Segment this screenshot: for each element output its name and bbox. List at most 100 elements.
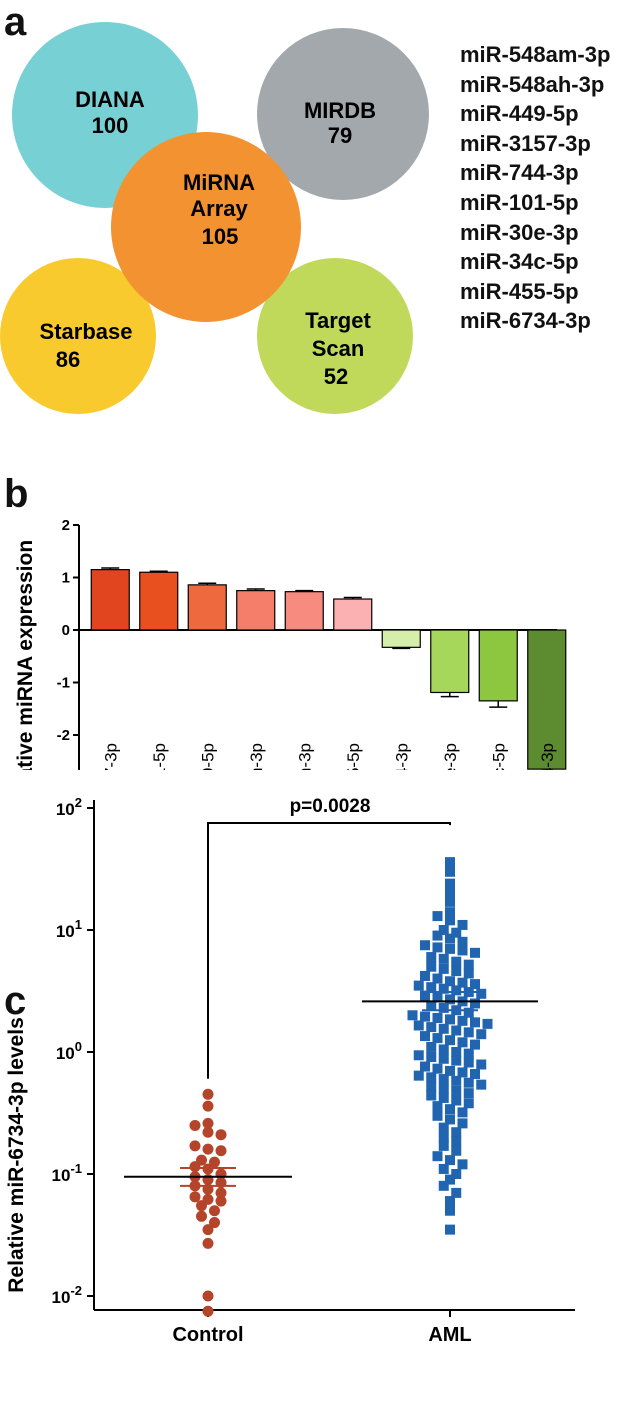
mirna-list-item: miR-6734-3p <box>460 308 591 334</box>
circle-diana-value: 100 <box>92 113 129 138</box>
aml-point <box>413 1020 424 1031</box>
y-tick-label: 100 <box>56 1039 82 1063</box>
mirna-list-item: miR-3157-3p <box>460 130 591 156</box>
bar <box>381 629 421 648</box>
aml-point <box>451 1169 462 1179</box>
aml-point <box>463 1027 474 1038</box>
aml-point <box>445 1014 455 1025</box>
control-point <box>209 1205 220 1217</box>
x-tick-label: miR-744-3p <box>392 743 411 770</box>
aml-point <box>451 1055 462 1066</box>
aml-point <box>470 947 480 958</box>
bar <box>527 629 567 770</box>
control-point <box>202 1237 214 1249</box>
aml-point <box>438 1074 449 1085</box>
aml-point <box>445 976 455 987</box>
aml-point <box>470 1069 480 1080</box>
circle-mirdb: MIRDB 79 <box>257 28 429 200</box>
aml-point <box>463 1007 474 1018</box>
x-tick-label: miR-101-5p <box>150 743 169 770</box>
control-point <box>189 1119 201 1131</box>
aml-point <box>420 1011 430 1022</box>
control-point <box>189 1140 201 1152</box>
aml-point <box>438 1023 449 1034</box>
scatter-chart-points <box>124 857 538 1317</box>
aml-point <box>470 979 480 990</box>
bar-chart-ylabel: Relative miRNA expression <box>14 540 37 770</box>
aml-point <box>426 952 437 963</box>
control-point <box>215 1195 227 1207</box>
aml-point <box>432 1033 443 1044</box>
aml-point <box>438 1092 449 1103</box>
aml-point <box>432 973 443 984</box>
aml-point <box>451 1095 462 1106</box>
aml-point <box>426 1051 437 1062</box>
control-point <box>215 1129 227 1141</box>
scatter-chart-ylabel: Relative miR-6734-3p levels <box>5 1017 28 1292</box>
aml-point <box>438 1122 449 1133</box>
aml-point <box>445 866 455 877</box>
panel-label-b: b <box>4 472 29 516</box>
aml-point <box>445 1114 455 1125</box>
x-tick-label: Control <box>172 1324 243 1346</box>
y-tick-label: 10-2 <box>52 1283 82 1307</box>
circle-targetscan: Target Scan 52 <box>257 258 413 414</box>
aml-point <box>432 1012 443 1023</box>
aml-point <box>426 961 437 972</box>
aml-point <box>470 1017 480 1028</box>
aml-point <box>432 992 443 1003</box>
x-tick-label: miR-449-5p <box>198 743 217 770</box>
aml-point <box>445 907 455 918</box>
aml-point <box>426 1081 437 1092</box>
aml-point <box>426 1090 437 1101</box>
mirna-list-item: miR-548ah-3p <box>460 71 605 97</box>
circle-targetscan-label-2: Scan <box>312 336 365 361</box>
mirna-list: miR-548am-3p miR-548ah-3p miR-449-5p miR… <box>460 40 610 336</box>
control-point <box>202 1117 214 1129</box>
circle-mirna-array-shape <box>111 132 301 322</box>
aml-point <box>476 988 487 999</box>
aml-point <box>445 1104 455 1115</box>
aml-point <box>463 1057 474 1068</box>
x-tick-label: miR-455-5p <box>344 743 363 770</box>
aml-point <box>438 983 449 994</box>
aml-point <box>438 1002 449 1013</box>
aml-point <box>463 1098 474 1109</box>
aml-point <box>413 1070 424 1081</box>
aml-point <box>445 888 455 899</box>
y-tick-label: 101 <box>56 917 82 941</box>
control-point <box>215 1145 227 1157</box>
bar <box>90 569 130 631</box>
bar <box>284 591 324 631</box>
control-point <box>196 1210 207 1222</box>
y-tick-label: 0 <box>62 622 70 639</box>
aml-point <box>420 1061 430 1072</box>
aml-point <box>451 1025 462 1036</box>
aml-point <box>420 1031 430 1042</box>
aml-point <box>432 942 443 953</box>
aml-point <box>445 915 455 926</box>
aml-point <box>432 1063 443 1074</box>
aml-point <box>445 878 455 889</box>
aml-point <box>457 945 468 956</box>
x-tick-label: miR-6734-3p <box>538 743 557 770</box>
control-point <box>189 1161 201 1173</box>
control-point <box>196 1200 207 1212</box>
aml-point <box>457 1015 468 1026</box>
aml-point <box>426 1022 437 1033</box>
aml-point <box>438 1083 449 1094</box>
aml-point <box>451 985 462 996</box>
aml-point <box>438 925 449 935</box>
mirna-list-item: miR-449-5p <box>460 101 579 127</box>
aml-point <box>445 1155 455 1166</box>
aml-point <box>445 1174 455 1185</box>
bar <box>139 571 179 631</box>
aml-point <box>432 930 443 941</box>
aml-point <box>457 977 468 988</box>
bar <box>236 590 276 631</box>
aml-point <box>457 1037 468 1048</box>
x-tick-label: miR-548ah-3p <box>247 743 266 770</box>
bar <box>187 584 227 631</box>
x-tick-label: AML <box>428 1324 471 1346</box>
aml-point <box>407 1010 418 1021</box>
